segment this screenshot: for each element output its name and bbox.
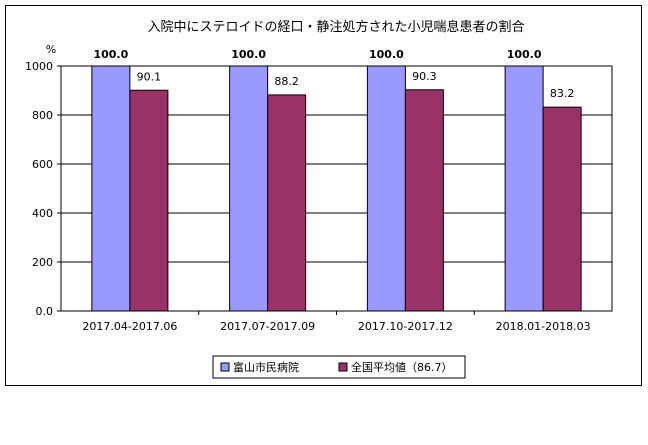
y-tick-label: 600 xyxy=(32,158,53,171)
x-tick-label: 2017.10-2017.12 xyxy=(358,320,453,333)
legend-swatch xyxy=(338,362,348,372)
x-tick-label: 2017.04-2017.06 xyxy=(82,320,177,333)
x-tick-label: 2018.01-2018.03 xyxy=(496,320,591,333)
legend-label: 全国平均値（86.7） xyxy=(351,360,453,374)
data-label: 100.0 xyxy=(369,48,404,61)
y-tick-label: 800 xyxy=(32,109,53,122)
bar xyxy=(267,94,307,312)
bar xyxy=(542,106,582,312)
bar xyxy=(404,89,444,312)
data-label: 100.0 xyxy=(93,48,128,61)
bar xyxy=(366,65,406,312)
y-axis-unit-label: % xyxy=(46,43,56,56)
y-tick-label: 200 xyxy=(32,256,53,269)
data-label: 90.3 xyxy=(412,70,437,83)
data-label: 100.0 xyxy=(507,48,542,61)
x-tick-label: 2017.07-2017.09 xyxy=(220,320,315,333)
data-label: 90.1 xyxy=(137,70,162,83)
bar xyxy=(229,65,269,312)
chart-frame: 入院中にステロイドの経口・静注処方された小児喘息患者の割合 % 0.0 200 40… xyxy=(5,5,642,386)
bar xyxy=(91,65,131,312)
y-tick-label: 1000 xyxy=(25,60,53,73)
bar xyxy=(129,89,169,312)
bar-chart: 入院中にステロイドの経口・静注処方された小児喘息患者の割合 % 0.0 200 40… xyxy=(25,19,613,379)
data-label: 100.0 xyxy=(231,48,266,61)
data-label: 83.2 xyxy=(550,87,575,100)
y-tick-label: 0.0 xyxy=(36,305,54,318)
chart-title: 入院中にステロイドの経口・静注処方された小児喘息患者の割合 xyxy=(147,19,524,35)
chart-legend: 富山市民病院 全国平均値（86.7） xyxy=(212,355,466,379)
legend-label: 富山市民病院 xyxy=(233,360,299,374)
legend-swatch xyxy=(220,362,230,372)
y-tick-label: 400 xyxy=(32,207,53,220)
bar xyxy=(504,65,544,312)
data-label: 88.2 xyxy=(274,75,299,88)
